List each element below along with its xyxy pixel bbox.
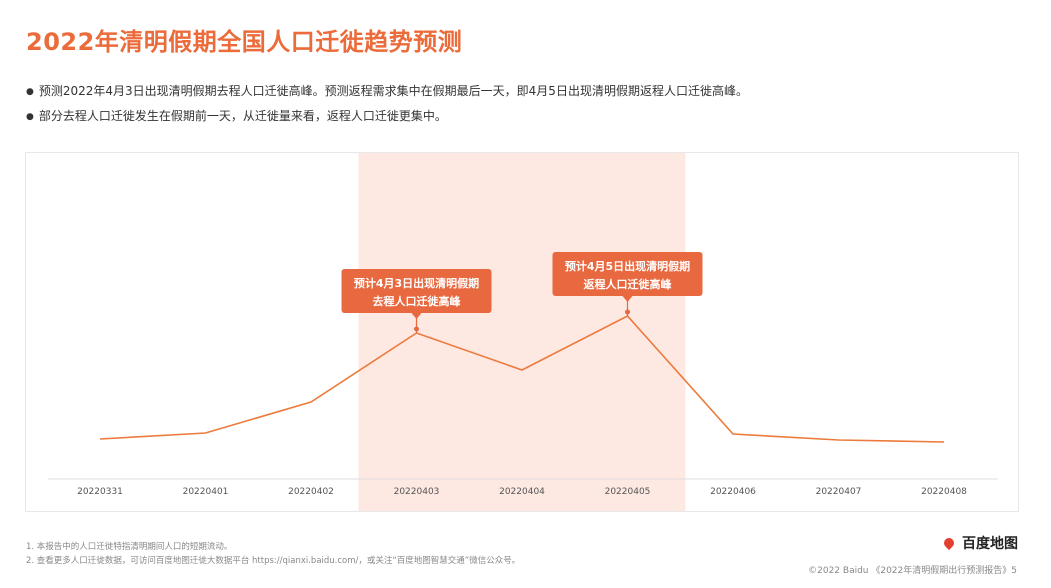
- logo-text: 百度地图: [962, 536, 1018, 552]
- page-title: 2022年清明假期全国人口迁徙趋势预测: [26, 28, 463, 56]
- callout-text: 预计4月5日出现清明假期: [565, 259, 690, 273]
- x-tick-label: 20220331: [77, 487, 123, 497]
- callout-dot: [625, 309, 630, 315]
- line-chart: 20220331 20220401 20220402 20220403 20220404…: [48, 153, 998, 511]
- bullet-item: 预测2022年4月3日出现清明假期去程人口迁徙高峰。预测返程需求集中在假期最后一…: [26, 80, 748, 105]
- x-tick-label: 20220403: [394, 487, 440, 497]
- callout-text: 去程人口迁徙高峰: [373, 294, 462, 308]
- footnotes: 1. 本报告中的人口迁徙特指清明期间人口的短期流动。 2. 查看更多人口迁徙数据…: [26, 540, 520, 568]
- footnote: 1. 本报告中的人口迁徙特指清明期间人口的短期流动。: [26, 542, 233, 552]
- x-tick-label: 20220404: [499, 487, 545, 497]
- bullet-item: 部分去程人口迁徙发生在假期前一天，从迁徙量来看，返程人口迁徙更集中。: [26, 105, 748, 130]
- callout-box: [341, 269, 492, 313]
- callout-box: [552, 252, 703, 296]
- x-tick-label: 20220402: [288, 487, 334, 497]
- bullet-list: 预测2022年4月3日出现清明假期去程人口迁徙高峰。预测返程需求集中在假期最后一…: [26, 80, 748, 130]
- x-tick-label: 20220408: [921, 487, 967, 497]
- x-tick-label: 20220401: [183, 487, 229, 497]
- callout-tail: [411, 313, 422, 319]
- x-tick-label: 20220407: [816, 487, 862, 497]
- callout-tail: [622, 296, 633, 302]
- callout-text: 返程人口迁徙高峰: [584, 277, 673, 291]
- callout-dot: [414, 326, 419, 332]
- footnote: 2. 查看更多人口迁徙数据，可访问百度地图迁徙大数据平台 https://qia…: [26, 556, 521, 566]
- callout-text: 预计4月3日出现清明假期: [354, 276, 479, 290]
- map-pin-icon: [941, 535, 957, 551]
- x-tick-label: 20220405: [605, 487, 651, 497]
- chart-frame: 20220331 20220401 20220402 20220403 20220404…: [25, 152, 1019, 512]
- baidu-map-logo: 百度地图: [941, 533, 1018, 553]
- highlight-band: [358, 153, 686, 511]
- copyright: ©2022 Baidu 《2022年清明假期出行预测报告》5: [808, 566, 1017, 576]
- x-tick-label: 20220406: [710, 487, 756, 497]
